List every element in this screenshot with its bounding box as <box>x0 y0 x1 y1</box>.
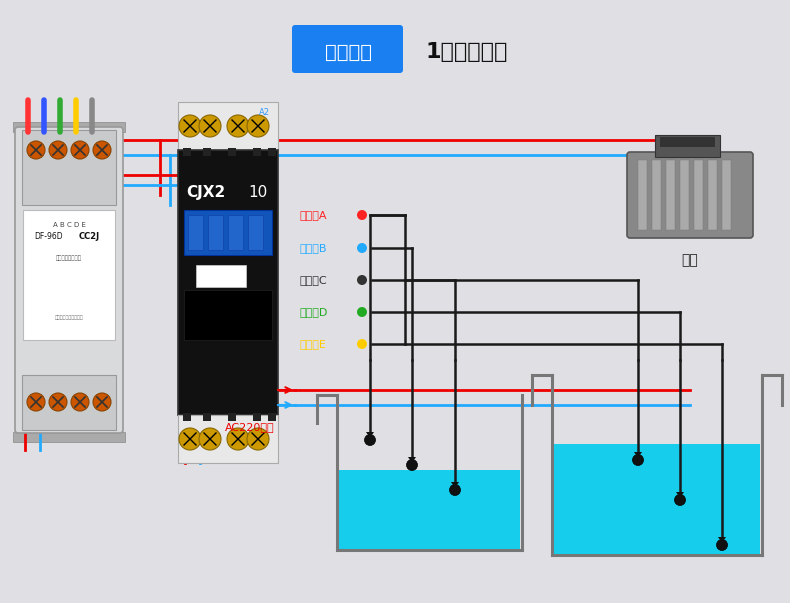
Circle shape <box>179 115 201 137</box>
Text: 探头线C: 探头线C <box>300 275 328 285</box>
Bar <box>184 210 272 255</box>
Text: 探头线B: 探头线B <box>300 243 328 253</box>
Circle shape <box>227 115 249 137</box>
Bar <box>13 432 125 442</box>
Bar <box>228 413 236 421</box>
Bar <box>23 210 115 340</box>
Circle shape <box>675 494 686 505</box>
Text: CC2J: CC2J <box>79 232 100 241</box>
Bar <box>13 122 125 132</box>
Polygon shape <box>366 432 374 438</box>
Circle shape <box>247 428 269 450</box>
Circle shape <box>199 428 221 450</box>
Circle shape <box>247 115 269 137</box>
Text: 水泵: 水泵 <box>682 253 698 267</box>
Circle shape <box>357 307 367 317</box>
Bar <box>253 413 261 421</box>
Bar <box>708 160 717 230</box>
Text: A B C D E: A B C D E <box>53 222 85 228</box>
Bar <box>268 148 276 156</box>
Bar <box>638 160 647 230</box>
FancyBboxPatch shape <box>15 127 123 433</box>
Circle shape <box>407 459 417 470</box>
Bar <box>248 215 263 250</box>
Text: A2: A2 <box>259 108 270 117</box>
Circle shape <box>717 540 728 551</box>
Polygon shape <box>408 457 416 463</box>
Bar <box>196 265 246 287</box>
Circle shape <box>357 210 367 220</box>
Text: 探头线E: 探头线E <box>300 339 327 349</box>
Text: 全自动水位控制器: 全自动水位控制器 <box>56 255 82 260</box>
Bar <box>228 148 236 156</box>
Polygon shape <box>718 537 726 543</box>
Circle shape <box>199 115 221 137</box>
Bar <box>652 160 661 230</box>
Polygon shape <box>676 492 684 498</box>
Circle shape <box>27 393 45 411</box>
FancyBboxPatch shape <box>292 25 403 73</box>
Circle shape <box>357 275 367 285</box>
Bar <box>722 160 731 230</box>
Bar <box>554 444 760 555</box>
Bar <box>268 413 276 421</box>
Bar <box>208 215 223 250</box>
Circle shape <box>227 428 249 450</box>
Bar <box>183 148 191 156</box>
Bar <box>22 130 116 205</box>
Bar <box>655 135 720 157</box>
Circle shape <box>93 393 111 411</box>
Text: DF-96D: DF-96D <box>34 232 63 241</box>
Circle shape <box>633 455 644 466</box>
FancyBboxPatch shape <box>627 152 753 238</box>
Text: 探头线A: 探头线A <box>300 210 328 220</box>
Circle shape <box>49 393 67 411</box>
Bar <box>178 102 278 150</box>
Bar <box>184 290 272 340</box>
Circle shape <box>357 243 367 253</box>
Bar <box>339 470 520 550</box>
Bar <box>666 160 675 230</box>
Circle shape <box>71 393 89 411</box>
Bar <box>228 215 243 250</box>
Text: 探头线D: 探头线D <box>300 307 329 317</box>
Bar <box>660 137 715 147</box>
Bar <box>694 160 703 230</box>
Bar <box>183 413 191 421</box>
Polygon shape <box>634 452 642 458</box>
Bar <box>253 148 261 156</box>
Bar <box>22 375 116 430</box>
Bar <box>178 415 278 463</box>
Circle shape <box>357 339 367 349</box>
Text: 浙江正通电器有限公司: 浙江正通电器有限公司 <box>55 315 84 320</box>
Bar <box>203 148 211 156</box>
Text: 1、水位上升: 1、水位上升 <box>425 42 507 62</box>
Circle shape <box>27 141 45 159</box>
Bar <box>203 413 211 421</box>
Circle shape <box>93 141 111 159</box>
Polygon shape <box>451 482 459 488</box>
Text: AC220输入: AC220输入 <box>225 422 275 432</box>
Text: 10: 10 <box>248 185 267 200</box>
Circle shape <box>49 141 67 159</box>
Bar <box>680 160 689 230</box>
Circle shape <box>450 484 461 496</box>
Bar <box>188 215 203 250</box>
Bar <box>178 150 278 415</box>
Circle shape <box>364 435 375 446</box>
Text: CJX2: CJX2 <box>186 185 225 200</box>
Text: 上下联合: 上下联合 <box>325 42 371 62</box>
Circle shape <box>179 428 201 450</box>
Circle shape <box>71 141 89 159</box>
